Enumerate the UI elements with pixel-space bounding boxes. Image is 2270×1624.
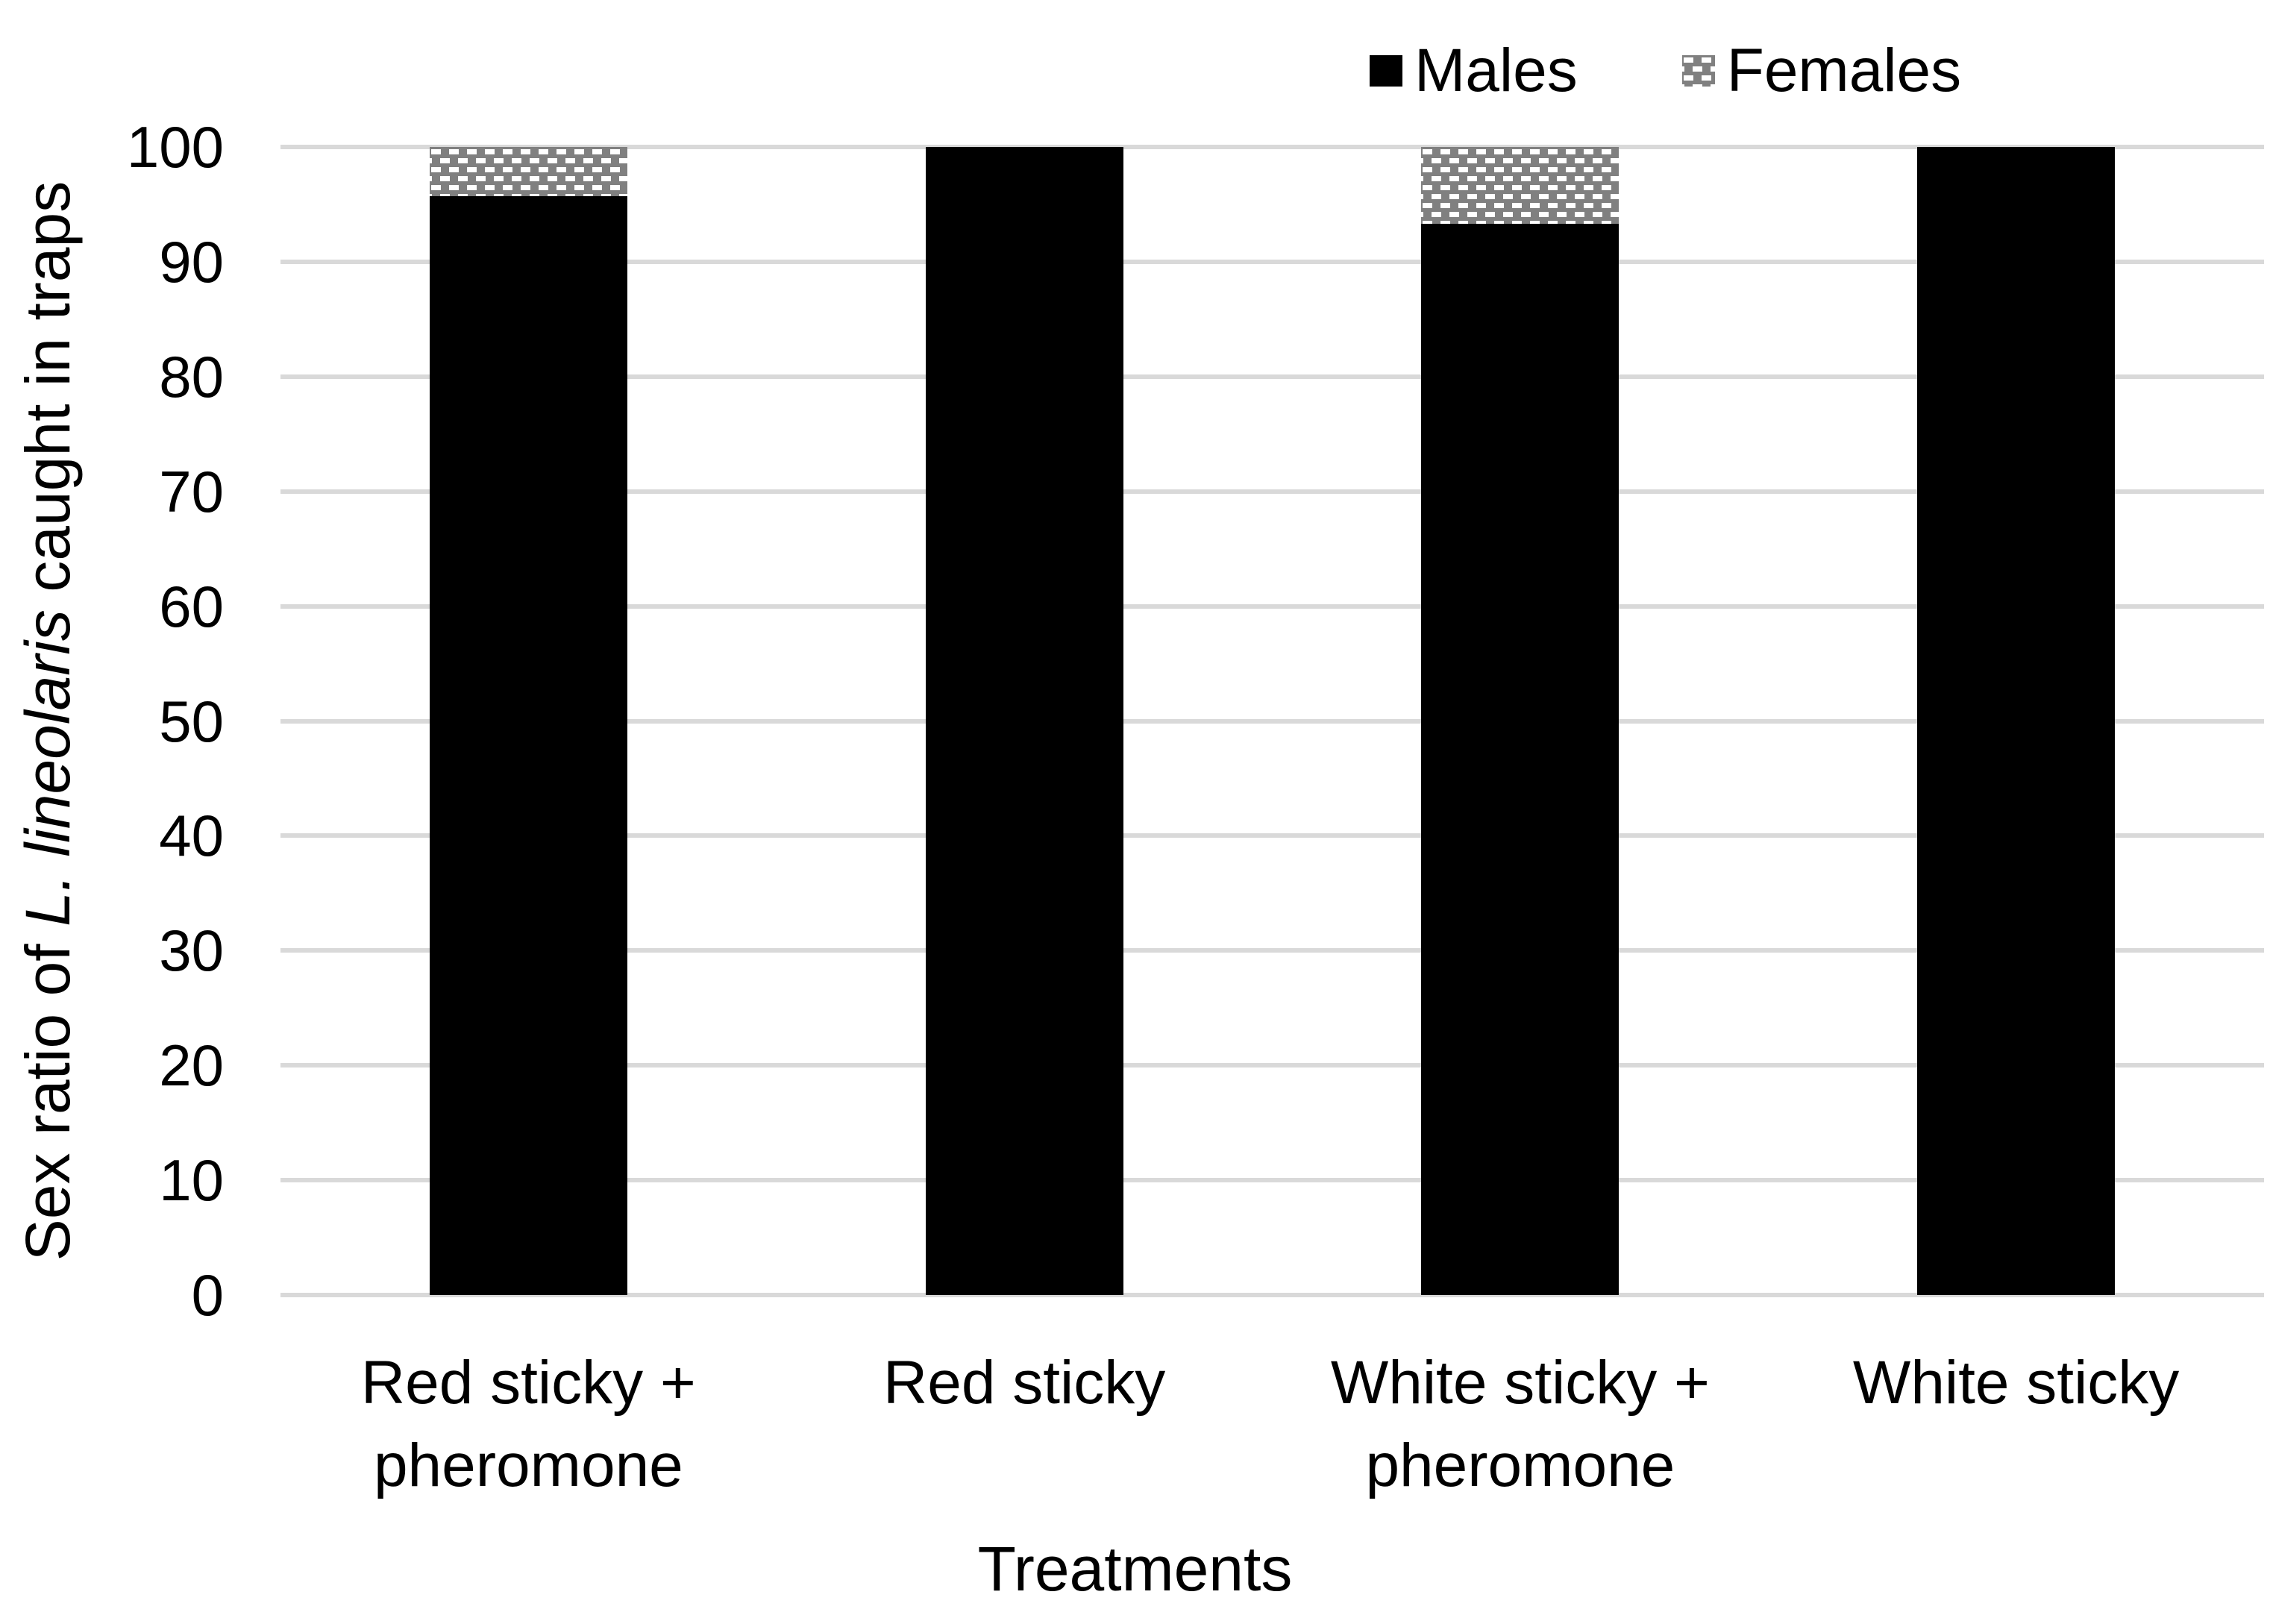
x-tick-label-red-sticky-pheromone: Red sticky + pheromone <box>360 1349 696 1499</box>
y-tick-label-30: 30 <box>159 918 224 984</box>
legend-label-females: Females <box>1726 37 1962 104</box>
gridline-20 <box>280 1063 2264 1068</box>
segment-males <box>1421 224 1620 1295</box>
y-tick-label-40: 40 <box>159 803 224 869</box>
gridline-80 <box>280 374 2264 379</box>
y-tick-label-10: 10 <box>159 1147 224 1214</box>
segment-males <box>925 147 1123 1295</box>
legend-item-males: Males <box>1370 37 1578 104</box>
segment-males <box>429 196 627 1295</box>
bar-red-sticky-pheromone <box>429 147 627 1295</box>
plot-area <box>280 145 2264 1297</box>
x-axis-title: Treatments <box>977 1534 1293 1604</box>
y-tick-label-90: 90 <box>159 228 224 295</box>
gridline-100 <box>280 145 2264 149</box>
bar-red-sticky <box>925 147 1123 1295</box>
gridline-70 <box>280 489 2264 494</box>
gridline-10 <box>280 1178 2264 1183</box>
y-tick-label-70: 70 <box>159 458 224 524</box>
y-tick-label-50: 50 <box>159 688 224 754</box>
x-tick-label-white-sticky: White sticky <box>1852 1349 2180 1417</box>
bar-white-sticky-pheromone <box>1421 147 1620 1295</box>
females-pattern <box>1681 55 1715 87</box>
females-pattern <box>1421 147 1620 225</box>
males-swatch-icon <box>1370 55 1402 87</box>
y-tick-label-60: 60 <box>159 573 224 639</box>
bar-white-sticky <box>1917 147 2116 1295</box>
females-pattern <box>429 147 627 197</box>
segment-males <box>1917 147 2116 1295</box>
segment-females <box>1421 147 1620 225</box>
gridline-40 <box>280 833 2264 838</box>
gridline-60 <box>280 603 2264 609</box>
y-tick-label-100: 100 <box>126 114 224 180</box>
females-swatch-icon <box>1681 55 1715 87</box>
gridline-30 <box>280 948 2264 953</box>
gridline-50 <box>280 718 2264 724</box>
y-tick-label-0: 0 <box>191 1262 224 1328</box>
legend-item-females: Females <box>1681 37 1962 104</box>
legend: Males Females <box>1370 37 1961 104</box>
gridline-0 <box>280 1293 2264 1297</box>
gridline-90 <box>280 259 2264 264</box>
legend-label-males: Males <box>1414 37 1578 104</box>
y-tick-label-80: 80 <box>159 343 224 410</box>
y-tick-label-20: 20 <box>159 1032 224 1099</box>
x-tick-label-red-sticky: Red sticky <box>883 1349 1166 1417</box>
segment-females <box>429 147 627 197</box>
y-axis-title-species: L. lineolaris <box>13 609 83 927</box>
x-tick-label-white-sticky-pheromone: White sticky + pheromone <box>1330 1349 1710 1499</box>
